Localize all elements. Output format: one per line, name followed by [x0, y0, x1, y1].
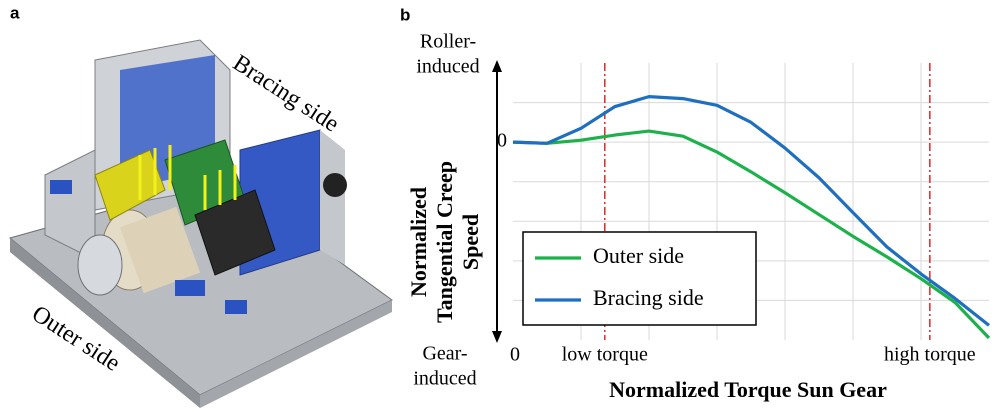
y-tick-label: 0	[497, 130, 507, 152]
figure: a Bracing side Outer side b Roller- indu…	[0, 0, 995, 408]
y-axis-label: Tangential Creep	[432, 161, 457, 323]
axis-annotation: induced	[416, 56, 479, 78]
plot: 0 0 low torque high torque Outer side Bracing…	[497, 63, 989, 366]
y-axis-label: Normalized	[406, 187, 431, 297]
x-tick-label: high torque	[884, 344, 976, 366]
y-axis-label: Speed	[458, 214, 483, 270]
axis-annotation: Gear-	[422, 343, 467, 365]
axis-annotation: Roller-	[420, 31, 476, 53]
machine-illustration	[10, 40, 392, 408]
annotation: Bracing side	[228, 50, 343, 138]
panel-label: b	[400, 5, 410, 24]
axis-annotation: induced	[413, 368, 476, 390]
arrow-head	[492, 331, 502, 343]
panel-label: a	[10, 3, 20, 22]
x-axis-label: Normalized Torque Sun Gear	[609, 377, 887, 402]
x-tick-label: low torque	[562, 344, 648, 366]
arrow-head	[492, 60, 502, 72]
legend-label: Outer side	[593, 243, 684, 268]
x-tick-label: 0	[510, 344, 520, 366]
legend-label: Bracing side	[593, 285, 704, 310]
